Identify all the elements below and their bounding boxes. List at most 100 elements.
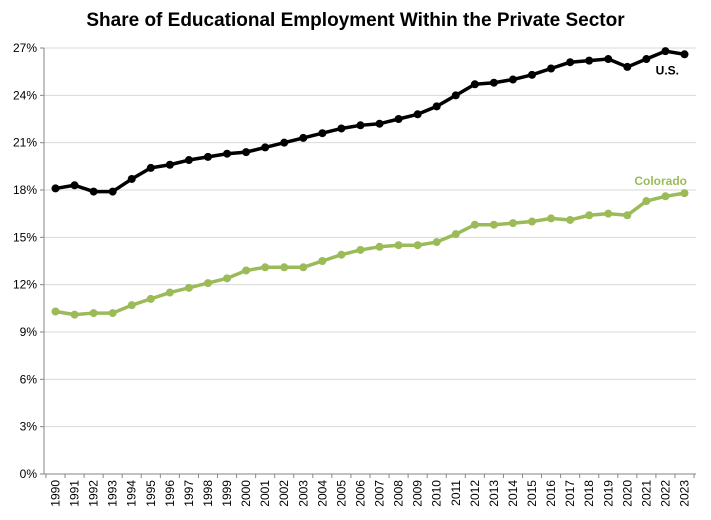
y-tick-label: 6% — [20, 372, 38, 386]
data-point — [470, 80, 479, 89]
y-tick-label: 0% — [20, 467, 38, 481]
y-tick-label: 15% — [13, 230, 37, 244]
x-tick-label: 1999 — [220, 480, 234, 507]
data-point — [318, 257, 327, 265]
series-line — [53, 191, 687, 317]
x-tick-label: 1990 — [49, 480, 63, 507]
x-tick-label: 2023 — [678, 480, 692, 507]
y-tick-labels: 0% 3% 6% 9% 12% 15% 18% 21% 24% 27% — [13, 41, 37, 481]
data-point — [242, 148, 251, 157]
data-point — [127, 174, 136, 183]
data-point — [108, 187, 117, 196]
x-tick-label: 2014 — [506, 480, 520, 507]
data-point — [51, 184, 60, 193]
y-tick-label: 24% — [13, 88, 37, 102]
data-point — [203, 279, 212, 288]
x-tick-label: 1997 — [182, 480, 196, 507]
data-point — [661, 192, 670, 201]
data-point — [89, 309, 98, 318]
x-tick-label: 2008 — [392, 480, 406, 507]
y-tick-label: 21% — [13, 136, 37, 150]
data-point — [337, 250, 346, 259]
data-point — [146, 294, 155, 303]
x-tick-label: 2013 — [487, 480, 501, 507]
x-tick-label: 2020 — [620, 480, 634, 507]
data-point — [318, 129, 327, 138]
x-tick-label: 2003 — [296, 480, 310, 507]
data-point — [508, 75, 517, 84]
data-point — [375, 242, 384, 251]
y-tick-label: 3% — [20, 420, 38, 434]
data-point — [566, 58, 575, 67]
data-point — [280, 138, 289, 147]
x-tick-label: 2017 — [563, 480, 577, 507]
y-tick-label: 12% — [13, 278, 37, 292]
x-tick-label: 2001 — [258, 480, 272, 507]
x-tick-label: 1998 — [201, 480, 215, 507]
data-point — [470, 220, 479, 229]
x-tick-label: 2005 — [334, 480, 348, 507]
x-tick-label: 2019 — [601, 480, 615, 507]
data-point — [184, 156, 193, 165]
data-point — [223, 274, 232, 283]
data-point — [261, 143, 270, 152]
x-tick-label: 2007 — [373, 480, 387, 507]
data-point — [413, 110, 422, 119]
data-point — [375, 119, 384, 128]
data-point — [356, 121, 365, 130]
data-point — [680, 50, 689, 59]
data-point — [70, 181, 79, 190]
data-point — [413, 241, 422, 250]
data-point — [184, 283, 193, 292]
data-point — [165, 160, 174, 169]
series-line — [53, 49, 687, 194]
series-label: U.S. — [656, 63, 679, 77]
data-point — [528, 70, 537, 79]
data-point — [528, 217, 537, 226]
data-point — [642, 55, 651, 64]
data-point — [585, 56, 594, 65]
data-point — [51, 307, 60, 316]
data-point — [299, 263, 308, 272]
x-tick-label: 1992 — [87, 480, 101, 507]
data-point — [242, 266, 251, 275]
x-tick-label: 2010 — [430, 480, 444, 507]
data-point — [203, 152, 212, 161]
x-tick-label: 2012 — [468, 480, 482, 507]
data-point — [508, 219, 517, 228]
data-point — [680, 189, 689, 198]
data-point — [489, 78, 498, 87]
series-u-s — [51, 47, 689, 196]
series-label: Colorado — [634, 174, 687, 188]
series-colorado — [51, 189, 689, 319]
data-point — [165, 288, 174, 297]
x-tick-label: 1991 — [68, 480, 82, 507]
data-point — [223, 149, 232, 158]
data-point — [127, 301, 136, 310]
data-point — [547, 214, 556, 223]
x-tick-label: 2004 — [315, 480, 329, 507]
x-tick-label: 1996 — [163, 480, 177, 507]
data-point — [451, 230, 460, 239]
axes — [40, 47, 696, 478]
data-point — [547, 64, 556, 73]
y-tick-label: 18% — [13, 183, 37, 197]
chart-title: Share of Educational Employment Within t… — [86, 10, 625, 31]
data-point — [432, 238, 441, 247]
x-tick-label: 1993 — [106, 480, 120, 507]
series — [51, 47, 689, 319]
data-point — [356, 245, 365, 254]
x-tick-label: 2002 — [277, 480, 291, 507]
data-point — [604, 209, 613, 218]
x-tick-label: 2000 — [239, 480, 253, 507]
data-point — [146, 163, 155, 172]
data-point — [89, 187, 98, 196]
x-tick-label: 2018 — [582, 480, 596, 507]
x-tick-label: 1995 — [144, 480, 158, 507]
x-tick-label: 2011 — [449, 480, 463, 506]
data-point — [280, 263, 289, 272]
series-labels: U.S. Colorado — [634, 63, 687, 188]
data-point — [70, 310, 79, 319]
data-point — [299, 133, 308, 142]
